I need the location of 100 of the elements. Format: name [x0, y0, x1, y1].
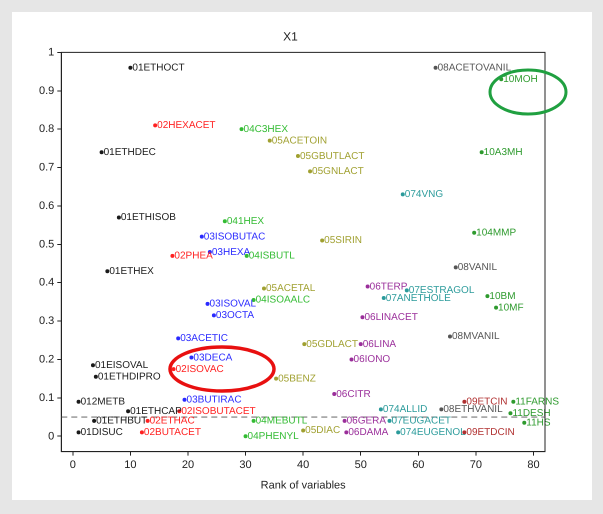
annotation: 04PHENYL [248, 430, 300, 442]
annotation: 06TERP [370, 281, 408, 292]
x-axis-title: Rank of variables [260, 479, 346, 492]
annotation: 08MVANIL [452, 331, 500, 342]
annotation: 05ACETOIN [272, 135, 328, 146]
point [396, 430, 400, 434]
annotation: 05BENZ [278, 373, 316, 384]
annotation: 07EUGACET [392, 416, 451, 427]
point [358, 342, 363, 346]
point [94, 374, 98, 379]
annotation: 10MF [498, 302, 524, 314]
point [382, 296, 386, 300]
point [100, 150, 104, 154]
annotation: 07ANETHOLE [386, 292, 452, 304]
point [222, 219, 227, 224]
y-tick-label: 0.1 [38, 392, 54, 404]
point [472, 230, 476, 235]
point [511, 400, 516, 404]
point [92, 418, 96, 423]
annotation: 09ETDCIN [466, 427, 515, 438]
annotation: 10BM [489, 290, 516, 302]
annotation: 06IONO [354, 354, 390, 366]
point [140, 430, 144, 434]
point [170, 254, 174, 258]
annotation: 03ISOBUTAC [204, 231, 266, 242]
point [302, 342, 306, 346]
annotation: 05GNLACT [312, 166, 364, 178]
point [116, 215, 121, 220]
y-tick-label: 0.5 [38, 238, 54, 250]
point [454, 265, 458, 270]
y-tick-label: 0.3 [38, 315, 54, 328]
point [434, 66, 438, 70]
annotation: 05ACETAL [266, 283, 316, 294]
point [268, 138, 272, 143]
y-tick-label: 0.7 [38, 162, 54, 174]
point [126, 409, 130, 414]
annotation: 03ISOVAL [210, 298, 257, 310]
annotation: 08VANIL [458, 262, 498, 274]
point [252, 418, 256, 423]
annotation: 03OCTA [216, 310, 254, 322]
annotation: 06DAMA [348, 427, 389, 438]
annotation: 01EISOVAL [94, 360, 149, 371]
annotation: 02ETHAC [150, 416, 195, 427]
annotation: 06LINA [362, 338, 396, 350]
point [76, 400, 81, 404]
y-tick-label: 0 [48, 430, 54, 442]
x-tick-label: 50 [354, 459, 367, 472]
annotation: 08ETHVANIL [443, 404, 504, 416]
point [296, 154, 300, 158]
y-tick-label: 1 [48, 46, 54, 58]
point [400, 192, 405, 196]
annotation: 03DECA [193, 352, 233, 364]
annotation: 02PHEA [174, 250, 214, 262]
point [360, 315, 364, 320]
point [439, 407, 444, 412]
point [342, 418, 347, 423]
annotation: 01ETHOCT [132, 62, 185, 74]
annotation: 06CITR [336, 388, 371, 400]
annotation: 02ISOVAC [176, 364, 224, 375]
annotation: 05GBUTLACT [300, 150, 364, 162]
x-tick-label: 70 [470, 459, 482, 472]
point [494, 306, 498, 310]
annotation: 04ISBUTL [248, 250, 296, 262]
annotation: 01ETHDEC [104, 146, 156, 158]
point [522, 420, 526, 425]
point [378, 407, 383, 412]
point [344, 430, 348, 434]
annotation: 03BUTIRAC [186, 394, 242, 406]
point [153, 123, 158, 128]
y-tick-label: 0.2 [38, 354, 54, 366]
point [508, 411, 512, 416]
x-tick-label: 0 [70, 459, 76, 472]
annotation: 10A3MH [484, 146, 523, 158]
y-tick-label: 0.9 [38, 84, 54, 97]
point [462, 400, 466, 404]
annotation: 06LINACET [364, 312, 418, 324]
x-tick-label: 30 [239, 459, 252, 472]
point [90, 363, 95, 368]
point [320, 238, 324, 242]
annotation: 01ETHCAP [130, 406, 182, 418]
annotation: 012METB [80, 396, 126, 408]
point [301, 428, 306, 432]
annotation: 104MMP [476, 228, 517, 239]
annotation: 04ISOAALC [256, 294, 310, 306]
point [332, 392, 336, 396]
point [200, 234, 204, 239]
point [189, 356, 194, 360]
x-tick-label: 20 [182, 459, 194, 472]
point [448, 334, 452, 338]
annotation: 02HEXACET [157, 120, 216, 132]
annotation: 01DISUC [80, 427, 123, 438]
annotation: 02ISOBUTACET [181, 406, 256, 418]
annotation: 04MEBUTL [256, 416, 308, 427]
point [212, 313, 216, 318]
annotation: 10MOH [503, 74, 538, 86]
annotation: 01ETHISOB [120, 212, 176, 224]
point [105, 269, 110, 274]
annotation: 074EUGENOL [400, 427, 466, 438]
annotation: 01ETHBUT [96, 416, 148, 427]
annotation: 04C3HEX [244, 124, 288, 135]
